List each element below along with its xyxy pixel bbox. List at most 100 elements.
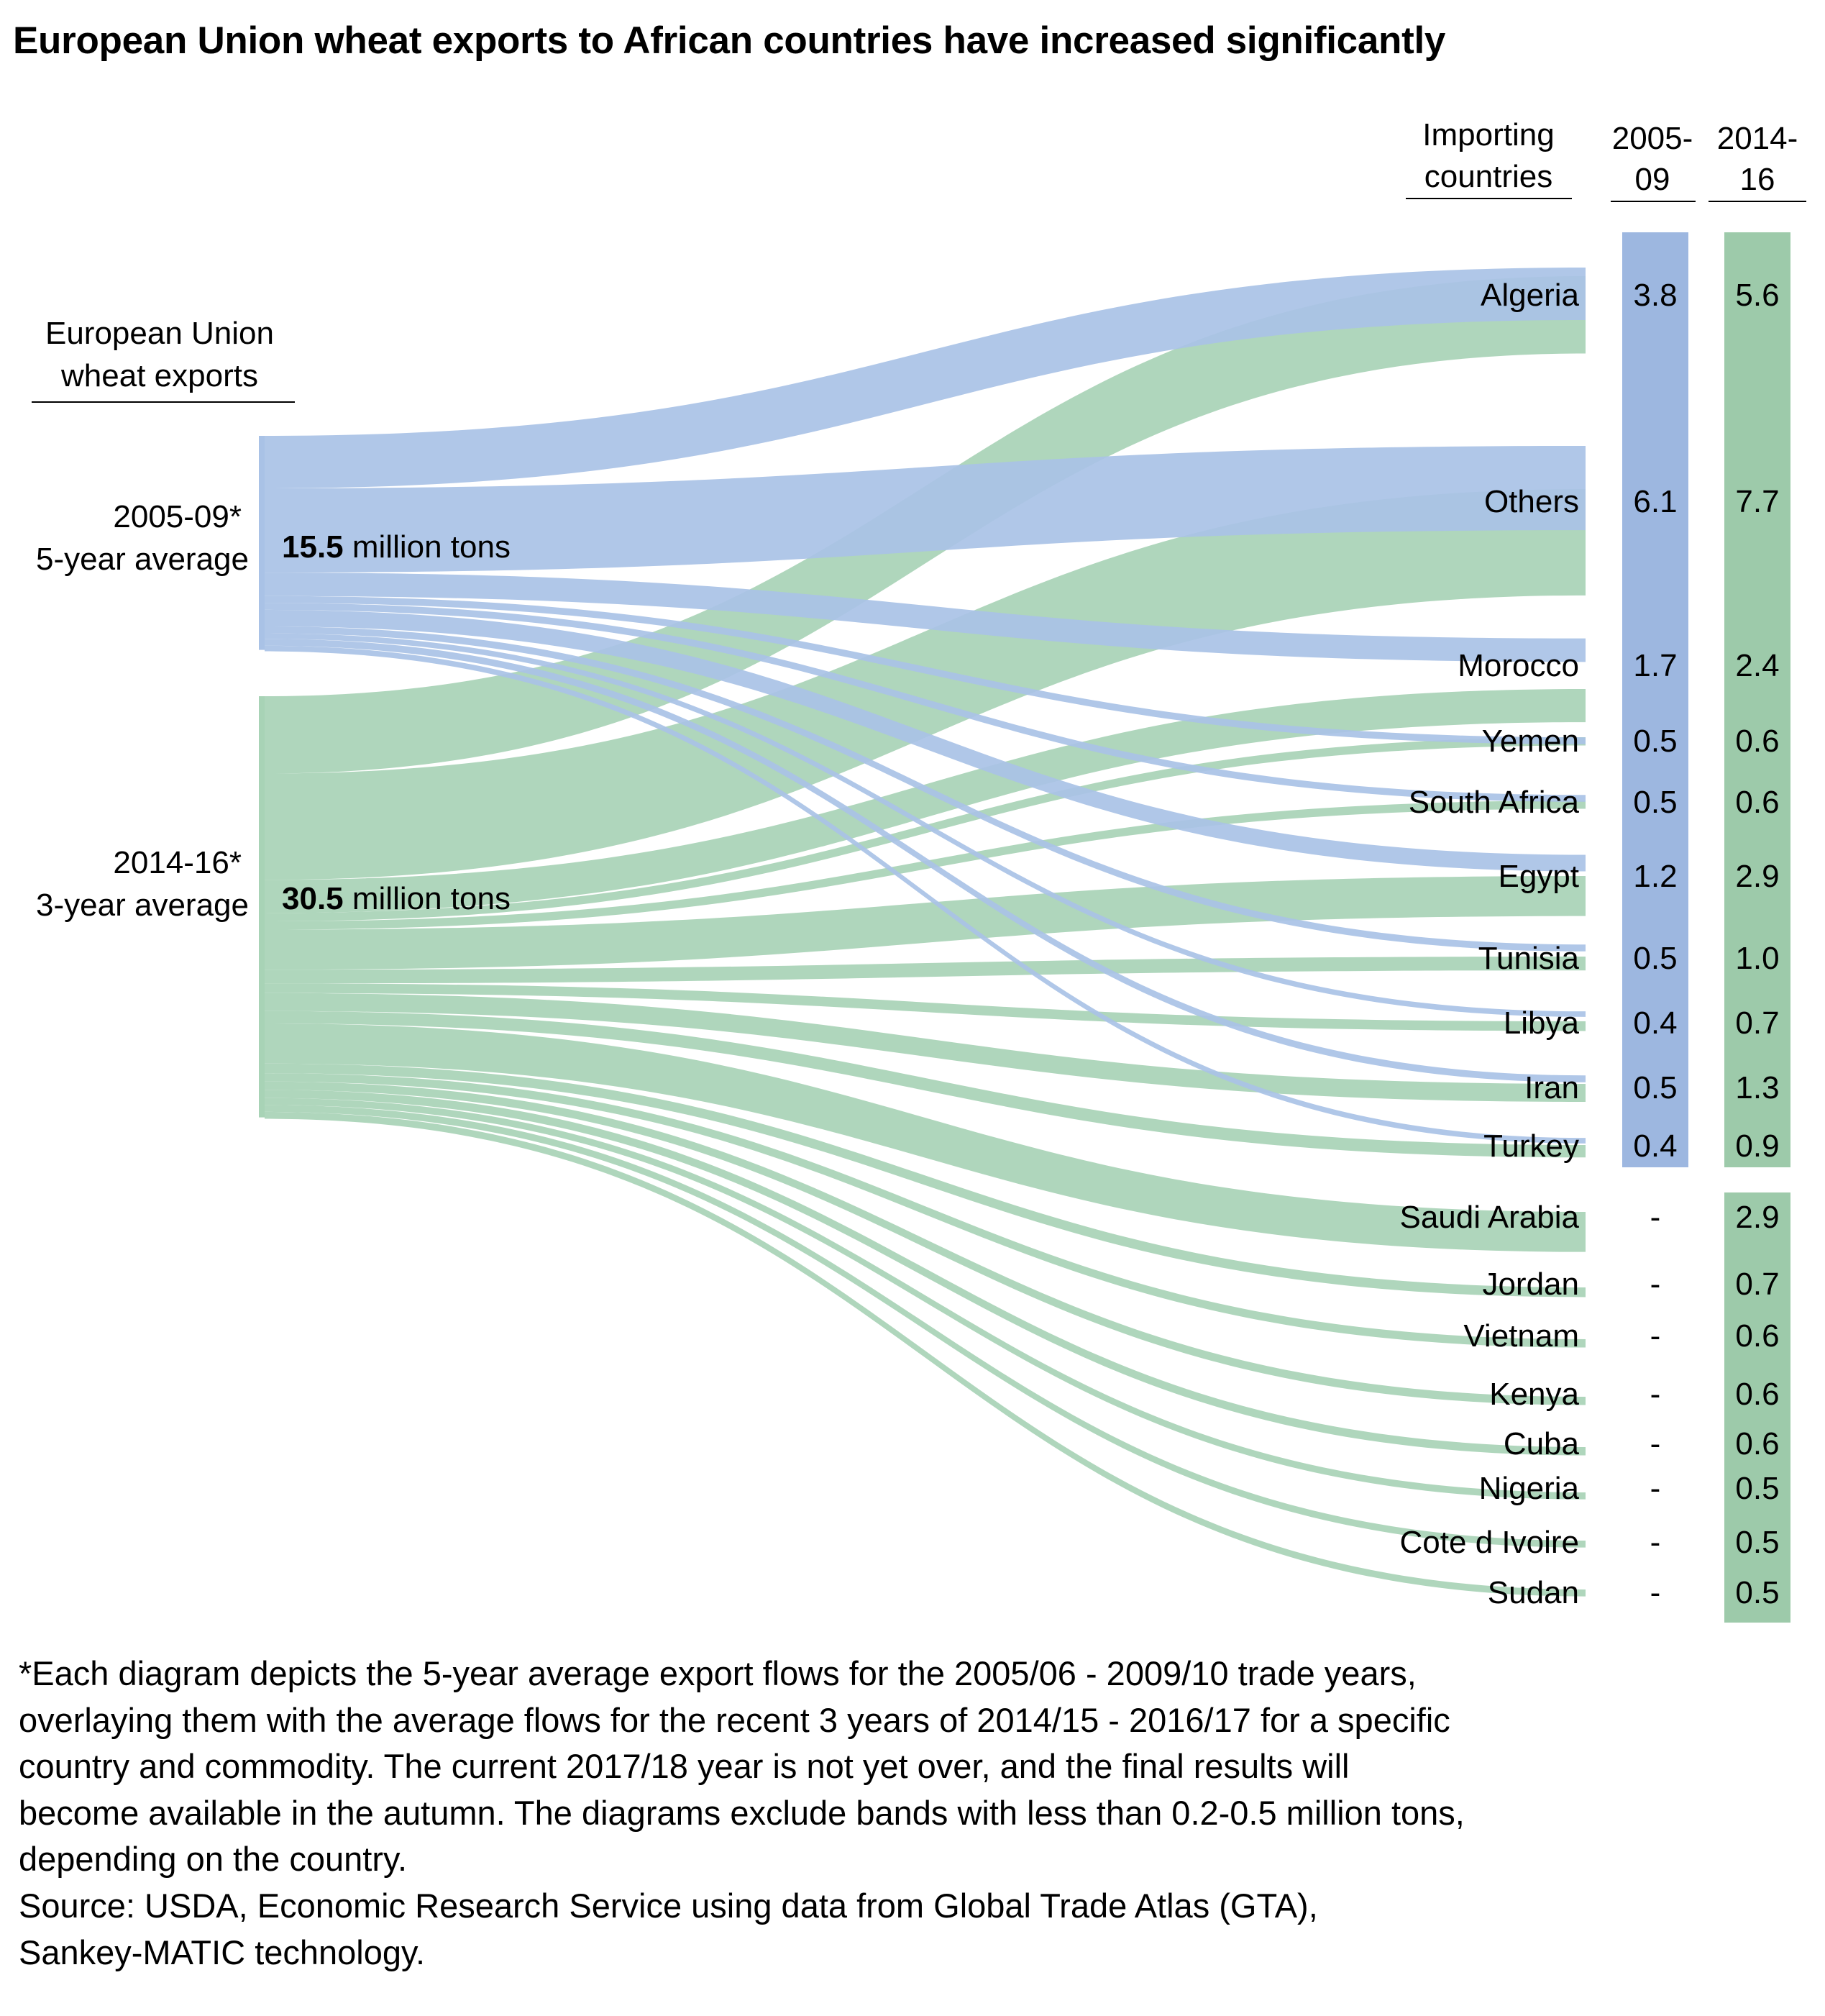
flow-2014-nigeria [265,1098,1586,1500]
flow-2014-sudan [265,1111,1586,1597]
value-2005-09-nigeria: - [1650,1471,1661,1506]
country-label-vietnam: Vietnam [1463,1318,1579,1354]
value-2005-09-tunisia: 0.5 [1633,941,1677,976]
source-note: Source: USDA, Economic Research Service … [19,1887,1318,1971]
value-2005-09-morocco: 1.7 [1633,648,1677,683]
value-2014-16-yemen: 0.6 [1735,724,1779,759]
flow-2005-tunisia [265,626,1586,952]
flow-2014-south-africa [265,801,1586,930]
flow-2005-algeria [265,268,1586,488]
flow-2005-yemen [265,596,1586,744]
country-label-iran: Iran [1524,1070,1579,1105]
country-label-south-africa: South Africa [1409,785,1580,820]
flow-2014-morocco [265,689,1586,913]
country-label-morocco: Morocco [1458,648,1579,683]
flow-2005-libya [265,633,1586,1017]
country-label-cuba: Cuba [1504,1426,1580,1461]
source-sublabel-2014-16: 3-year average [36,888,249,923]
value-columns [1622,232,1790,1623]
value-2005-09-cuba: - [1650,1426,1661,1461]
value-2005-09-cote-d-ivoire: - [1650,1525,1661,1560]
countries-header: Importing [1422,117,1554,152]
value-2014-16-sudan: 0.5 [1735,1575,1779,1610]
flow-2005-others [265,446,1586,573]
value-2005-09-jordan: - [1650,1267,1661,1302]
flow-2014-egypt [265,876,1586,970]
source-label-2014-16: 2014-16* [113,845,242,880]
value-2014-16-kenya: 0.6 [1735,1377,1779,1412]
value-2005-09-vietnam: - [1650,1318,1661,1354]
flow-2014-cuba [265,1090,1586,1456]
flow-2005-egypt [265,609,1586,872]
value-2005-09-kenya: - [1650,1377,1661,1412]
value-2014-16-turkey: 0.9 [1735,1128,1779,1164]
country-label-sudan: Sudan [1488,1575,1579,1610]
value-2014-16-algeria: 5.6 [1735,278,1779,313]
value-2005-09-sudan: - [1650,1575,1661,1610]
country-label-libya: Libya [1504,1005,1580,1041]
labels: European Union wheat exports 2005-09* 5-yea… [32,117,1806,1610]
country-label-saudi-arabia: Saudi Arabia [1399,1200,1579,1235]
col-2005-09-header: 2005- [1612,121,1693,156]
value-2005-09-egypt: 1.2 [1633,859,1677,894]
value-2014-16-cote-d-ivoire: 0.5 [1735,1525,1779,1560]
country-label-algeria: Algeria [1481,278,1579,313]
source-total-2014-16: 30.5 million tons [282,881,511,916]
flow-2014-jordan [265,1063,1586,1297]
country-label-kenya: Kenya [1489,1377,1579,1412]
flow-2014-others [265,489,1586,880]
value-2005-09-yemen: 0.5 [1633,724,1677,759]
country-label-jordan: Jordan [1482,1267,1579,1302]
value-2014-16-others: 7.7 [1735,484,1779,519]
value-2014-16-saudi-arabia: 2.9 [1735,1200,1779,1235]
source-sublabel-2005-09: 5-year average [36,542,249,577]
source-header: wheat exports [60,358,258,393]
flow-2005-morocco [265,573,1586,662]
col-2014-16-header: 16 [1740,162,1775,197]
source-total-2005-09: 15.5 million tons [282,529,511,565]
value-2005-09-algeria: 3.8 [1633,278,1677,313]
flow-2014-saudi-arabia [265,1023,1586,1252]
col-2014-16-header: 2014- [1717,121,1798,156]
value-2005-09-others: 6.1 [1633,484,1677,519]
col-2005-09-header: 09 [1635,162,1670,197]
value-2005-09-turkey: 0.4 [1633,1128,1677,1164]
flows-2005-09 [265,268,1586,1144]
chart-title: European Union wheat exports to African … [13,19,1446,62]
value-2014-16-tunisia: 1.0 [1735,941,1779,976]
country-label-tunisia: Tunisia [1478,941,1580,976]
flow-2014-tunisia [265,957,1586,984]
countries-header: countries [1424,159,1553,194]
flow-2005-iran [265,639,1586,1082]
flow-2014-vietnam [265,1073,1586,1348]
flow-2014-turkey [265,1011,1586,1158]
value-2014-16-libya: 0.7 [1735,1005,1779,1041]
node-2014-16 [259,696,265,1118]
flow-2005-turkey [265,645,1586,1144]
value-2014-16-cuba: 0.6 [1735,1426,1779,1461]
value-2005-09-iran: 0.5 [1633,1070,1677,1105]
node-2005-09 [259,436,265,650]
value-2014-16-south-africa: 0.6 [1735,785,1779,820]
value-2014-16-nigeria: 0.5 [1735,1471,1779,1506]
country-label-yemen: Yemen [1482,724,1579,759]
source-nodes [259,436,265,1118]
flow-2014-libya [265,983,1586,1031]
value-2014-16-morocco: 2.4 [1735,648,1779,683]
value-2005-09-saudi-arabia: - [1650,1200,1661,1235]
value-2014-16-egypt: 2.9 [1735,859,1779,894]
flow-2014-cote-d-ivoire [265,1105,1586,1548]
country-label-egypt: Egypt [1498,859,1579,894]
country-label-others: Others [1484,484,1579,519]
value-2005-09-south-africa: 0.5 [1633,785,1677,820]
value-2014-16-iran: 1.3 [1735,1070,1779,1105]
flow-2014-yemen [265,737,1586,921]
country-label-nigeria: Nigeria [1479,1471,1580,1506]
value-2014-16-vietnam: 0.6 [1735,1318,1779,1354]
sankey-chart: European Union wheat exports 2005-09* 5-yea… [32,117,1806,1623]
country-label-cote-d-ivoire: Cote d Ivoire [1400,1525,1579,1560]
column-bar-2014-16-upper [1724,232,1790,1167]
value-2005-09-libya: 0.4 [1633,1005,1677,1041]
flow-2014-kenya [265,1081,1586,1405]
country-label-turkey: Turkey [1483,1128,1579,1164]
